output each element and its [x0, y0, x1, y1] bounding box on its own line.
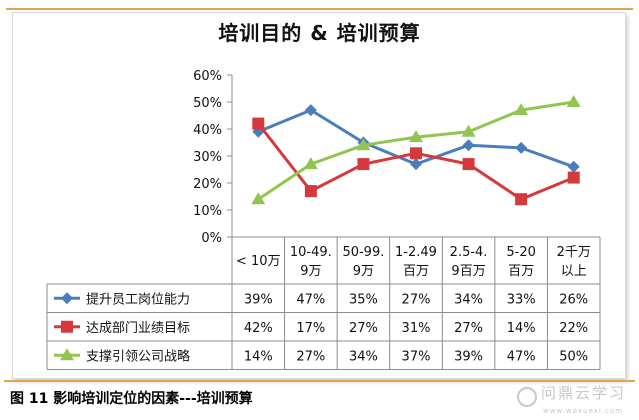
figure-caption: 图 11 影响培训定位的因素---培训预算 [10, 391, 253, 407]
data-label: 27% [349, 321, 378, 336]
data-label: 39% [244, 292, 273, 307]
data-point [567, 160, 580, 173]
watermark-logo-icon [517, 387, 537, 407]
data-label: 31% [402, 321, 431, 336]
data-label: 26% [559, 292, 588, 307]
x-tick-label: 2千万 [557, 245, 591, 260]
y-tick-label: 30% [193, 150, 222, 165]
y-tick-label: 0% [201, 231, 222, 246]
watermark-text: 问鼎云学习 [541, 384, 627, 402]
x-tick-label: < 10万 [236, 254, 281, 269]
data-label: 34% [349, 349, 378, 364]
y-tick-label: 60% [193, 69, 222, 84]
x-tick-label: 9万 [353, 264, 374, 279]
x-tick-label: 5-20 [506, 245, 536, 260]
top-rule [6, 8, 633, 10]
chart-title: 培训目的 & 培训预算 [218, 21, 421, 45]
data-label: 47% [507, 349, 536, 364]
x-tick-label: 2.5-4. [450, 245, 488, 260]
data-label: 34% [454, 292, 483, 307]
data-label: 39% [454, 349, 483, 364]
data-point [410, 158, 422, 171]
data-point [252, 117, 265, 130]
data-label: 27% [296, 349, 325, 364]
y-tick-label: 50% [193, 96, 222, 111]
x-tick-label: 以上 [561, 264, 587, 279]
data-point [514, 103, 529, 116]
data-point [251, 192, 266, 205]
data-point [515, 141, 528, 154]
data-point [461, 124, 476, 137]
data-point [462, 139, 475, 152]
data-point [566, 95, 581, 107]
legend-entry: 达成部门业绩目标 [86, 321, 190, 336]
legend-entry: 提升员工岗位能力 [86, 291, 190, 307]
data-label: 33% [507, 292, 536, 307]
data-label: 37% [402, 349, 431, 364]
legend-marker [61, 320, 73, 333]
watermark: 问鼎云学习 www.wdxuexi.com [517, 384, 629, 415]
x-tick-label: 百万 [403, 264, 429, 279]
x-tick-label: 1-2.49 [395, 245, 437, 260]
x-tick-label: 50-99. [342, 245, 384, 260]
data-label: 22% [559, 321, 588, 336]
data-label: 50% [559, 349, 588, 364]
bottom-rule [4, 380, 635, 382]
data-point [356, 138, 371, 151]
y-tick-label: 10% [193, 204, 222, 219]
data-point [515, 193, 528, 206]
data-point [410, 147, 422, 160]
data-label: 17% [296, 321, 325, 336]
y-tick-label: 40% [193, 123, 222, 138]
legend-entry: 支撑引领公司战略 [86, 348, 190, 364]
data-label: 27% [454, 321, 483, 336]
x-tick-label: 10-49. [290, 245, 332, 260]
data-point [409, 130, 423, 143]
data-label: 14% [244, 349, 273, 364]
x-tick-label: 百万 [508, 264, 534, 279]
legend-marker [61, 292, 73, 305]
data-point [304, 104, 317, 117]
x-tick-label: 9百万 [451, 264, 485, 279]
data-point [567, 171, 580, 184]
data-label: 14% [507, 321, 536, 336]
data-point [462, 158, 475, 171]
legend-marker [60, 348, 74, 361]
x-tick-label: 9万 [300, 264, 321, 279]
data-label: 35% [349, 292, 378, 307]
data-point [304, 185, 317, 198]
data-label: 42% [244, 321, 273, 336]
data-point [303, 157, 318, 170]
data-label: 47% [296, 292, 325, 307]
data-point [357, 158, 370, 171]
y-tick-label: 20% [193, 177, 222, 192]
watermark-url: www.wdxuexi.com [543, 407, 623, 415]
data-label: 27% [402, 292, 431, 307]
